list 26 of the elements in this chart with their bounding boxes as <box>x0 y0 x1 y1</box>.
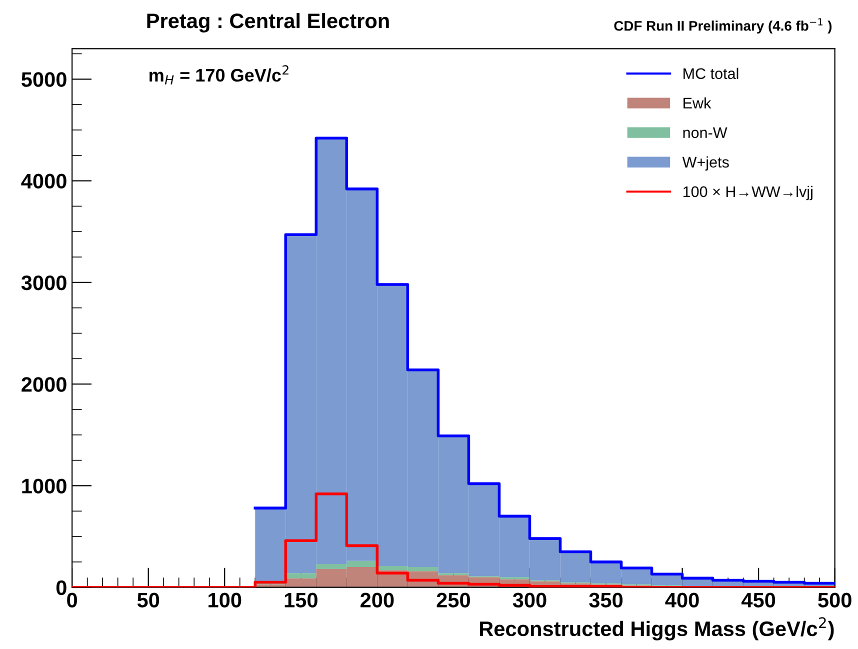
chart-title: Pretag : Central Electron <box>147 12 389 32</box>
y-tick-label: 5000 <box>22 72 66 87</box>
text: CDF Run II Preliminary (4.6 fb$^{−1}$ ) <box>614 18 832 34</box>
x-tick-label: 150 <box>284 592 318 608</box>
annotation: m$_{H}$ = 170 GeV/c$^{2}$ <box>150 65 288 84</box>
x-tick-label: 350 <box>589 592 623 608</box>
x-tick-label: 100 <box>208 592 242 608</box>
legend-label: W+jets <box>682 156 729 171</box>
x-tick-label: 450 <box>741 592 776 608</box>
y-tick-label: 2000 <box>22 377 66 392</box>
y-tick-label: 3000 <box>21 275 66 290</box>
y-tick-label: 1000 <box>22 478 66 494</box>
legend-label: 100 × H→WW→lvjj <box>683 186 812 200</box>
x-tick-label: 50 <box>137 592 160 608</box>
legend-label: MC total <box>684 68 738 80</box>
legend-label: Ewk <box>684 97 712 108</box>
x-tick-label: 200 <box>360 592 394 608</box>
x-tick-label: 300 <box>512 592 546 608</box>
y-tick-label: 4000 <box>21 174 66 189</box>
x-axis-title: Reconstructed Higgs Mass (GeV/c$^{2}$) <box>480 617 834 640</box>
y-tick-label: 0 <box>56 580 66 596</box>
x-tick-label: 250 <box>436 592 470 608</box>
x-tick-label: 500 <box>818 592 852 608</box>
x-tick-label: 400 <box>665 592 699 608</box>
x-tick-label: 0 <box>67 592 78 608</box>
legend-label: non-W <box>683 127 728 138</box>
